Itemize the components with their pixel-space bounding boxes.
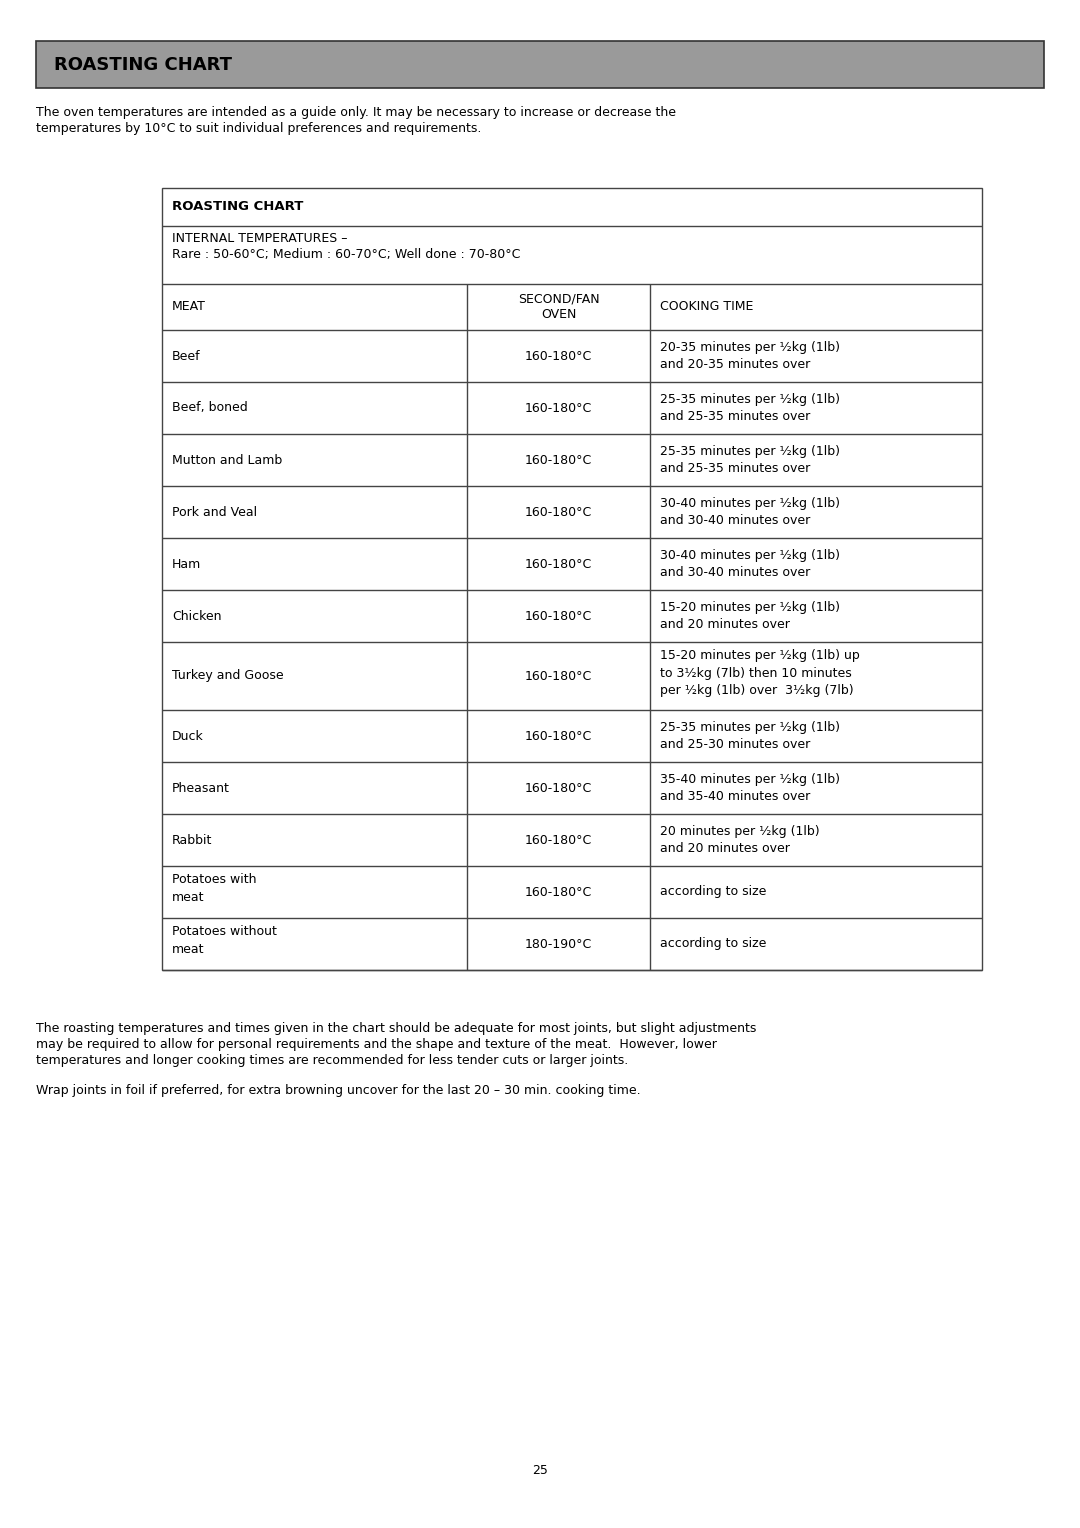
Text: Rabbit: Rabbit — [172, 833, 213, 847]
Text: Ham: Ham — [172, 558, 201, 570]
Text: INTERNAL TEMPERATURES –: INTERNAL TEMPERATURES – — [172, 232, 348, 244]
Text: 160-180°C: 160-180°C — [525, 886, 592, 898]
Text: Wrap joints in foil if preferred, for extra browning uncover for the last 20 – 3: Wrap joints in foil if preferred, for ex… — [36, 1083, 640, 1097]
Text: according to size: according to size — [660, 938, 767, 950]
Text: 15-20 minutes per ½kg (1lb)
and 20 minutes over: 15-20 minutes per ½kg (1lb) and 20 minut… — [660, 601, 840, 631]
Text: 30-40 minutes per ½kg (1lb)
and 30-40 minutes over: 30-40 minutes per ½kg (1lb) and 30-40 mi… — [660, 497, 840, 527]
Text: may be required to allow for personal requirements and the shape and texture of : may be required to allow for personal re… — [36, 1038, 717, 1051]
Text: Rare : 50-60°C; Medium : 60-70°C; Well done : 70-80°C: Rare : 50-60°C; Medium : 60-70°C; Well d… — [172, 248, 521, 261]
Text: ROASTING CHART: ROASTING CHART — [172, 200, 303, 214]
Text: COOKING TIME: COOKING TIME — [660, 301, 754, 313]
Text: Mutton and Lamb: Mutton and Lamb — [172, 454, 282, 466]
Text: 180-190°C: 180-190°C — [525, 938, 592, 950]
Text: Potatoes with
meat: Potatoes with meat — [172, 872, 257, 905]
Text: Pheasant: Pheasant — [172, 781, 230, 795]
Text: 160-180°C: 160-180°C — [525, 558, 592, 570]
Text: 160-180°C: 160-180°C — [525, 781, 592, 795]
Text: Pork and Veal: Pork and Veal — [172, 506, 257, 518]
Text: according to size: according to size — [660, 886, 767, 898]
Text: Chicken: Chicken — [172, 610, 221, 622]
Text: 160-180°C: 160-180°C — [525, 454, 592, 466]
Text: temperatures by 10°C to suit individual preferences and requirements.: temperatures by 10°C to suit individual … — [36, 122, 482, 134]
Text: 35-40 minutes per ½kg (1lb)
and 35-40 minutes over: 35-40 minutes per ½kg (1lb) and 35-40 mi… — [660, 773, 840, 804]
Text: 25: 25 — [532, 1464, 548, 1476]
Text: Potatoes without
meat: Potatoes without meat — [172, 924, 276, 957]
Text: 160-180°C: 160-180°C — [525, 669, 592, 683]
Bar — [162, 188, 982, 970]
Text: 25-35 minutes per ½kg (1lb)
and 25-30 minutes over: 25-35 minutes per ½kg (1lb) and 25-30 mi… — [660, 721, 840, 752]
Text: 20-35 minutes per ½kg (1lb)
and 20-35 minutes over: 20-35 minutes per ½kg (1lb) and 20-35 mi… — [660, 341, 840, 371]
Text: SECOND/FAN
OVEN: SECOND/FAN OVEN — [517, 292, 599, 321]
Text: MEAT: MEAT — [172, 301, 206, 313]
Text: Beef, boned: Beef, boned — [172, 402, 247, 414]
Text: The oven temperatures are intended as a guide only. It may be necessary to incre: The oven temperatures are intended as a … — [36, 105, 676, 119]
Text: Beef: Beef — [172, 350, 201, 362]
Text: ROASTING CHART: ROASTING CHART — [54, 55, 232, 73]
Text: 160-180°C: 160-180°C — [525, 402, 592, 414]
Text: 160-180°C: 160-180°C — [525, 729, 592, 743]
Text: 25-35 minutes per ½kg (1lb)
and 25-35 minutes over: 25-35 minutes per ½kg (1lb) and 25-35 mi… — [660, 445, 840, 475]
Text: temperatures and longer cooking times are recommended for less tender cuts or la: temperatures and longer cooking times ar… — [36, 1054, 629, 1067]
Text: Duck: Duck — [172, 729, 204, 743]
Text: 160-180°C: 160-180°C — [525, 350, 592, 362]
Bar — [36, 41, 1044, 89]
Text: 160-180°C: 160-180°C — [525, 610, 592, 622]
Text: 20 minutes per ½kg (1lb)
and 20 minutes over: 20 minutes per ½kg (1lb) and 20 minutes … — [660, 825, 820, 856]
Text: 15-20 minutes per ½kg (1lb) up
to 3½kg (7lb) then 10 minutes
per ½kg (1lb) over : 15-20 minutes per ½kg (1lb) up to 3½kg (… — [660, 649, 860, 697]
Text: Turkey and Goose: Turkey and Goose — [172, 669, 284, 683]
Text: 160-180°C: 160-180°C — [525, 833, 592, 847]
Text: 25-35 minutes per ½kg (1lb)
and 25-35 minutes over: 25-35 minutes per ½kg (1lb) and 25-35 mi… — [660, 393, 840, 423]
Text: The roasting temperatures and times given in the chart should be adequate for mo: The roasting temperatures and times give… — [36, 1022, 756, 1034]
Text: 30-40 minutes per ½kg (1lb)
and 30-40 minutes over: 30-40 minutes per ½kg (1lb) and 30-40 mi… — [660, 549, 840, 579]
Text: 160-180°C: 160-180°C — [525, 506, 592, 518]
